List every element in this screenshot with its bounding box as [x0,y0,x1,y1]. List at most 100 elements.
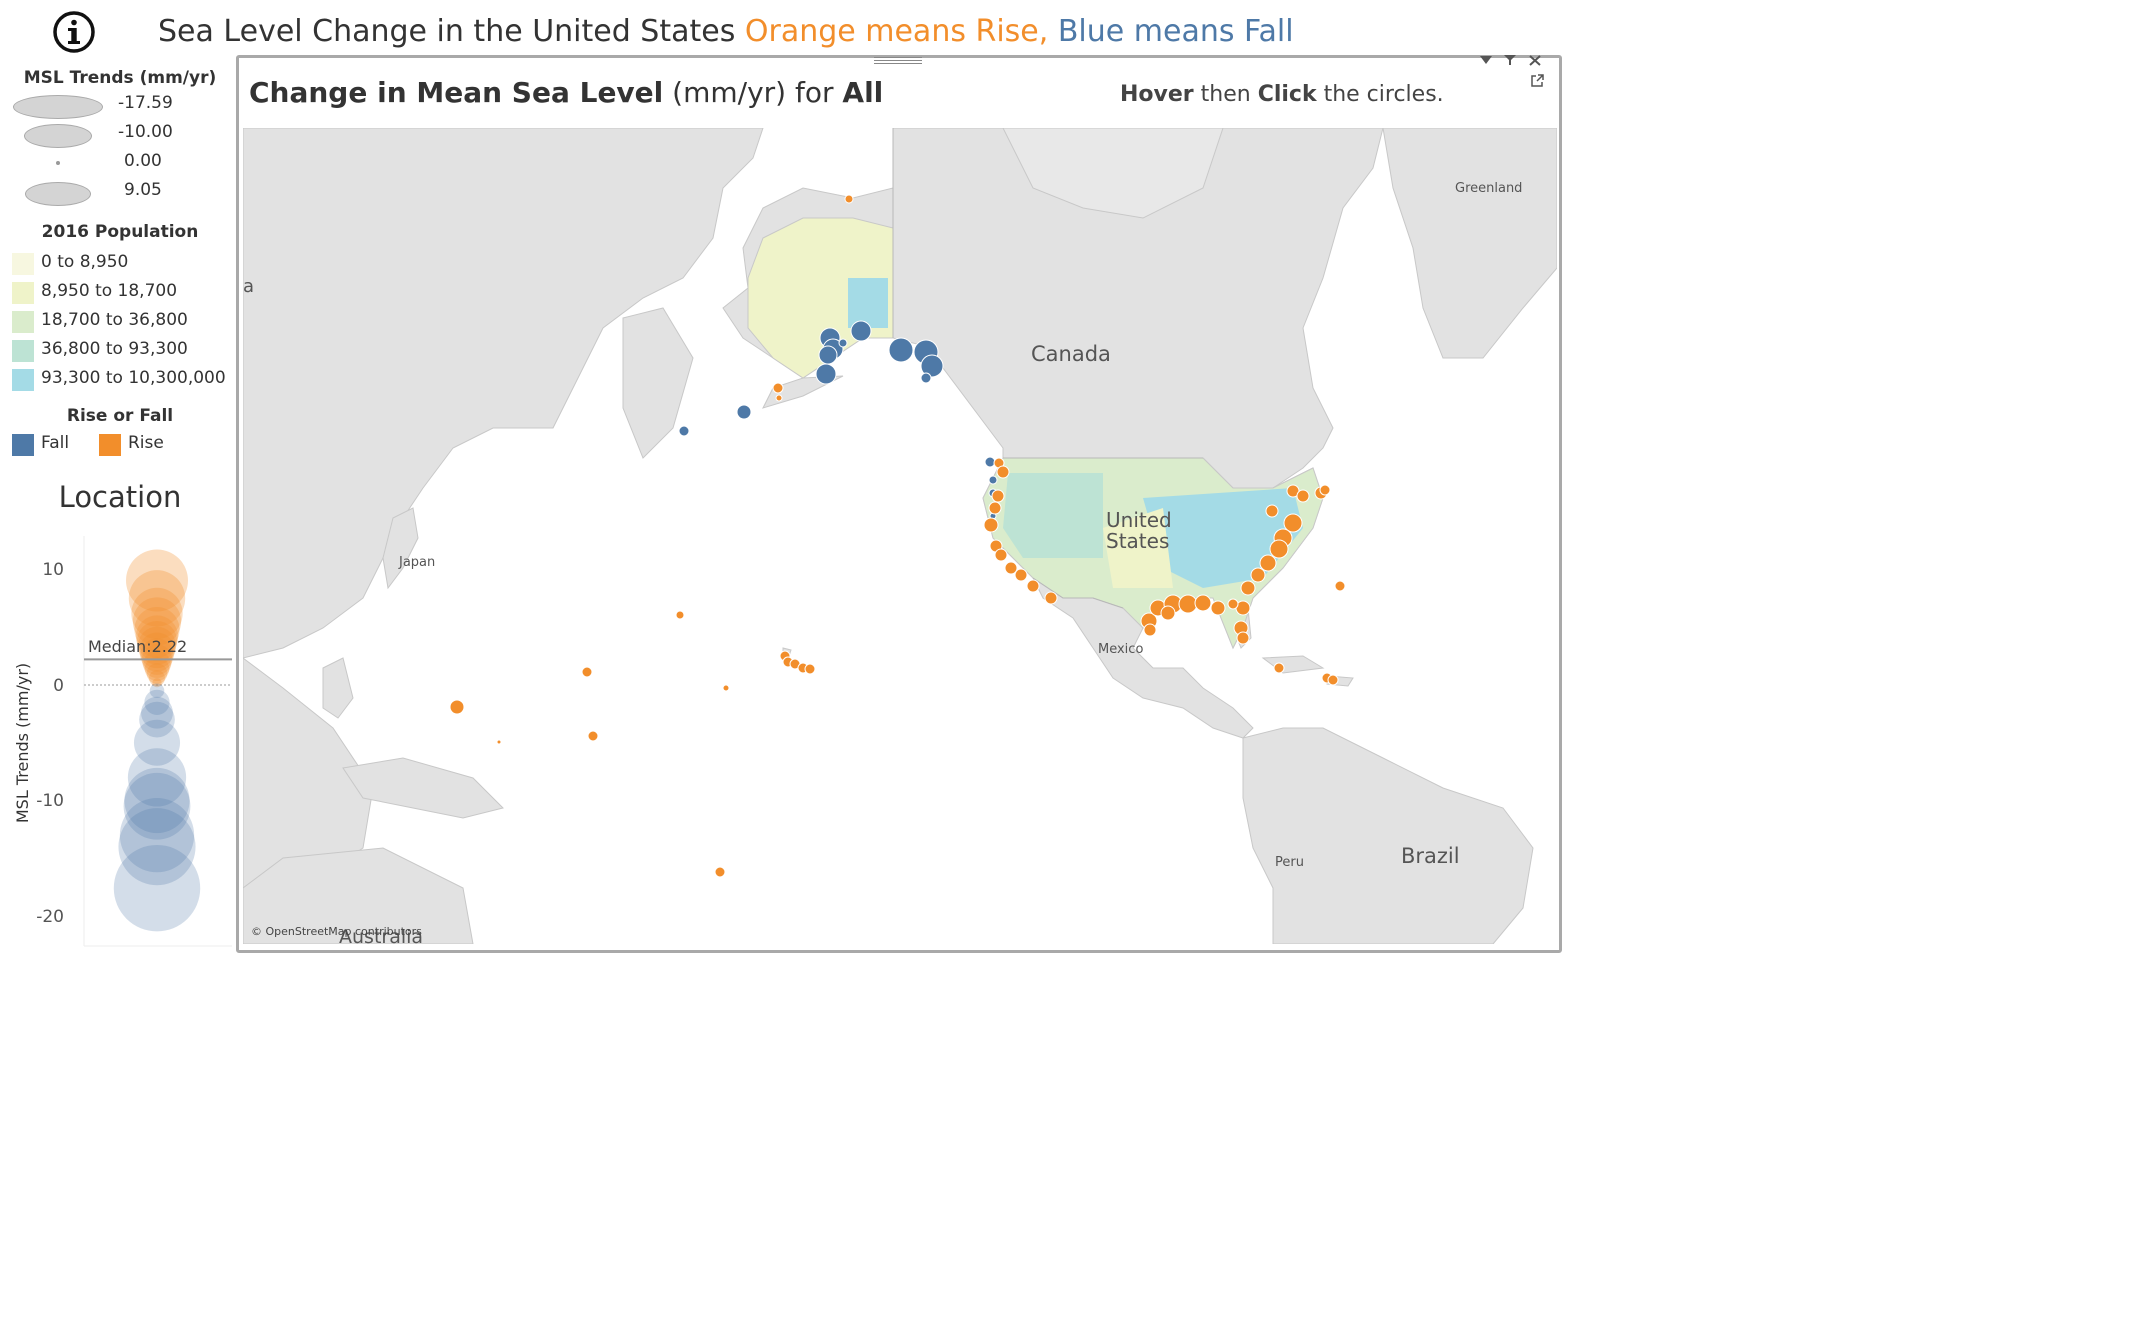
station-rise-marker[interactable] [994,548,1008,562]
station-rise-marker[interactable] [587,730,599,742]
station-fall-marker[interactable] [838,338,848,348]
station-rise-marker[interactable] [722,684,730,692]
location-point[interactable] [136,621,178,662]
station-rise-marker[interactable] [1178,594,1198,614]
size-legend-item[interactable]: 9.05 [10,178,230,207]
station-rise-marker[interactable] [1296,489,1310,503]
station-rise-marker[interactable] [496,739,502,745]
station-fall-marker[interactable] [818,345,838,365]
station-fall-marker[interactable] [888,337,914,363]
location-point[interactable] [127,748,187,807]
location-point[interactable] [118,808,196,886]
location-point[interactable] [126,549,188,612]
location-point[interactable] [141,696,173,729]
label-brazil: Brazil [1401,844,1460,868]
station-fall-marker[interactable] [988,475,998,485]
station-rise-marker[interactable] [675,610,685,620]
station-rise-marker[interactable] [1265,504,1279,518]
filter-icon[interactable] [1503,54,1517,66]
station-fall-marker[interactable] [815,363,837,385]
station-rise-marker[interactable] [804,663,816,675]
map-canvas[interactable]: Canada United States Mexico Japan Greenl… [243,128,1557,944]
station-rise-marker[interactable] [1269,539,1289,559]
location-point[interactable] [144,689,170,715]
popout-icon[interactable] [1529,73,1545,89]
map-title: Change in Mean Sea Level (mm/yr) for All [249,76,884,109]
location-point[interactable] [131,587,183,640]
station-fall-marker[interactable] [920,372,932,384]
station-rise-marker[interactable] [1327,674,1339,686]
station-rise-marker[interactable] [772,382,784,394]
location-point[interactable] [119,798,195,873]
location-point[interactable] [124,767,190,834]
station-rise-marker[interactable] [775,394,783,402]
location-point[interactable] [135,615,179,658]
station-rise-marker[interactable] [1014,568,1028,582]
station-rise-marker[interactable] [991,489,1005,503]
size-legend-item[interactable]: -17.59 [10,91,230,120]
drag-handle-icon[interactable] [872,56,924,64]
station-rise-marker[interactable] [714,866,726,878]
y-axis-label: MSL Trends (mm/yr) [13,663,32,823]
y-tick-label: 0 [53,676,64,696]
label-united-states: United [1106,508,1172,532]
station-rise-marker[interactable] [1273,662,1285,674]
label-canada: Canada [1031,342,1111,366]
size-legend-item[interactable]: 0.00 [10,149,230,178]
station-fall-marker[interactable] [850,320,872,342]
title-fall: Blue means Fall [1048,14,1294,49]
station-rise-marker[interactable] [1240,580,1256,596]
location-point[interactable] [138,626,176,665]
location-point[interactable] [134,606,180,653]
us-population-west [1003,473,1103,558]
menu-dropdown-icon[interactable] [1479,55,1493,65]
location-point[interactable] [123,772,191,840]
title-main: Sea Level Change in the United States [158,14,745,49]
station-rise-marker[interactable] [1319,484,1331,496]
station-rise-marker[interactable] [1194,594,1212,612]
station-rise-marker[interactable] [1236,631,1250,645]
location-point[interactable] [132,597,182,646]
station-rise-marker[interactable] [1026,579,1040,593]
station-rise-marker[interactable] [1334,580,1346,592]
station-fall-marker[interactable] [920,354,944,378]
station-fall-marker[interactable] [984,456,996,468]
station-rise-marker[interactable] [581,666,593,678]
station-fall-marker[interactable] [678,425,690,437]
station-rise-marker[interactable] [449,699,465,715]
alaska-population-high [848,278,888,328]
close-icon[interactable] [1529,55,1541,66]
location-point[interactable] [149,670,165,687]
location-point[interactable] [128,570,186,627]
station-fall-marker[interactable] [736,404,752,420]
size-legend-title: MSL Trends (mm/yr) [23,68,217,88]
location-point[interactable] [143,650,171,679]
location-point[interactable] [139,701,175,738]
station-rise-marker[interactable] [1143,623,1157,637]
label-mexico: Mexico [1098,642,1143,657]
label-australia: Australia [339,926,423,944]
size-legend-item[interactable]: -10.00 [10,120,230,149]
station-rise-marker[interactable] [988,501,1002,515]
location-point[interactable] [146,663,168,684]
country-borders [892,128,1203,609]
info-icon[interactable] [52,10,96,54]
station-rise-marker[interactable] [1004,561,1018,575]
location-point[interactable] [149,683,165,699]
location-point[interactable] [113,844,201,932]
station-rise-marker[interactable] [1227,598,1239,610]
station-rise-marker[interactable] [1210,600,1226,616]
map-hint: Hover then Click the circles. [1120,82,1444,107]
location-point[interactable] [152,678,162,688]
location-point[interactable] [133,719,181,766]
location-point[interactable] [140,638,174,672]
station-rise-marker[interactable] [1044,591,1058,605]
station-rise-marker[interactable] [983,517,999,533]
station-rise-marker[interactable] [1259,554,1277,572]
station-rise-marker[interactable] [844,194,854,204]
station-rise-marker[interactable] [996,465,1010,479]
location-point[interactable] [144,656,170,682]
station-rise-marker[interactable] [1250,567,1266,583]
station-rise-marker[interactable] [1283,513,1303,533]
station-rise-marker[interactable] [1160,605,1176,621]
